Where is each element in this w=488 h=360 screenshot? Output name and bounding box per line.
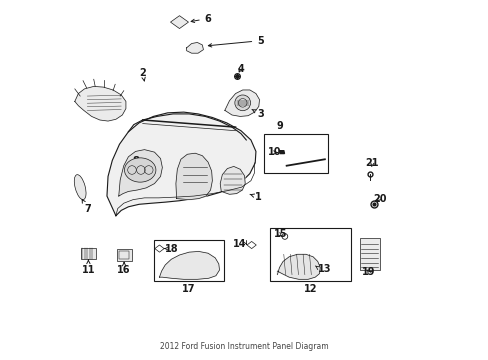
Polygon shape	[220, 166, 244, 194]
Text: 9: 9	[276, 121, 283, 131]
Text: 20: 20	[372, 194, 386, 203]
Text: 10: 10	[267, 148, 281, 157]
Bar	[270, 228, 350, 281]
Polygon shape	[159, 251, 219, 279]
Polygon shape	[75, 86, 125, 121]
Text: 3: 3	[251, 109, 264, 119]
Text: 7: 7	[82, 199, 90, 213]
Text: 16: 16	[117, 265, 131, 275]
Bar	[119, 251, 129, 259]
Text: 8: 8	[132, 157, 144, 166]
Bar	[81, 248, 96, 259]
Text: 2012 Ford Fusion Instrument Panel Diagram: 2012 Ford Fusion Instrument Panel Diagra…	[160, 342, 328, 351]
Text: 12: 12	[303, 284, 316, 294]
Polygon shape	[277, 254, 320, 279]
Text: 21: 21	[365, 158, 378, 168]
Polygon shape	[279, 151, 284, 154]
Polygon shape	[170, 16, 188, 28]
Text: 17: 17	[182, 284, 196, 294]
Bar	[264, 134, 327, 173]
Polygon shape	[186, 42, 203, 53]
Text: 18: 18	[165, 244, 179, 253]
Ellipse shape	[74, 175, 86, 200]
Bar	[359, 238, 380, 270]
Text: 4: 4	[237, 64, 244, 73]
Polygon shape	[176, 153, 212, 200]
Text: 5: 5	[208, 36, 264, 47]
Text: 2: 2	[139, 68, 146, 81]
Text: 19: 19	[361, 267, 375, 277]
Bar	[116, 249, 131, 261]
Circle shape	[234, 95, 250, 111]
Bar	[154, 240, 224, 281]
Text: 6: 6	[191, 14, 211, 23]
Text: 14: 14	[233, 239, 246, 249]
Ellipse shape	[124, 158, 156, 182]
Text: 1: 1	[249, 192, 262, 202]
Polygon shape	[107, 112, 255, 216]
Polygon shape	[119, 150, 162, 196]
Text: 13: 13	[317, 264, 330, 274]
Text: 11: 11	[81, 265, 95, 275]
Text: 15: 15	[273, 229, 287, 239]
Polygon shape	[224, 90, 259, 116]
